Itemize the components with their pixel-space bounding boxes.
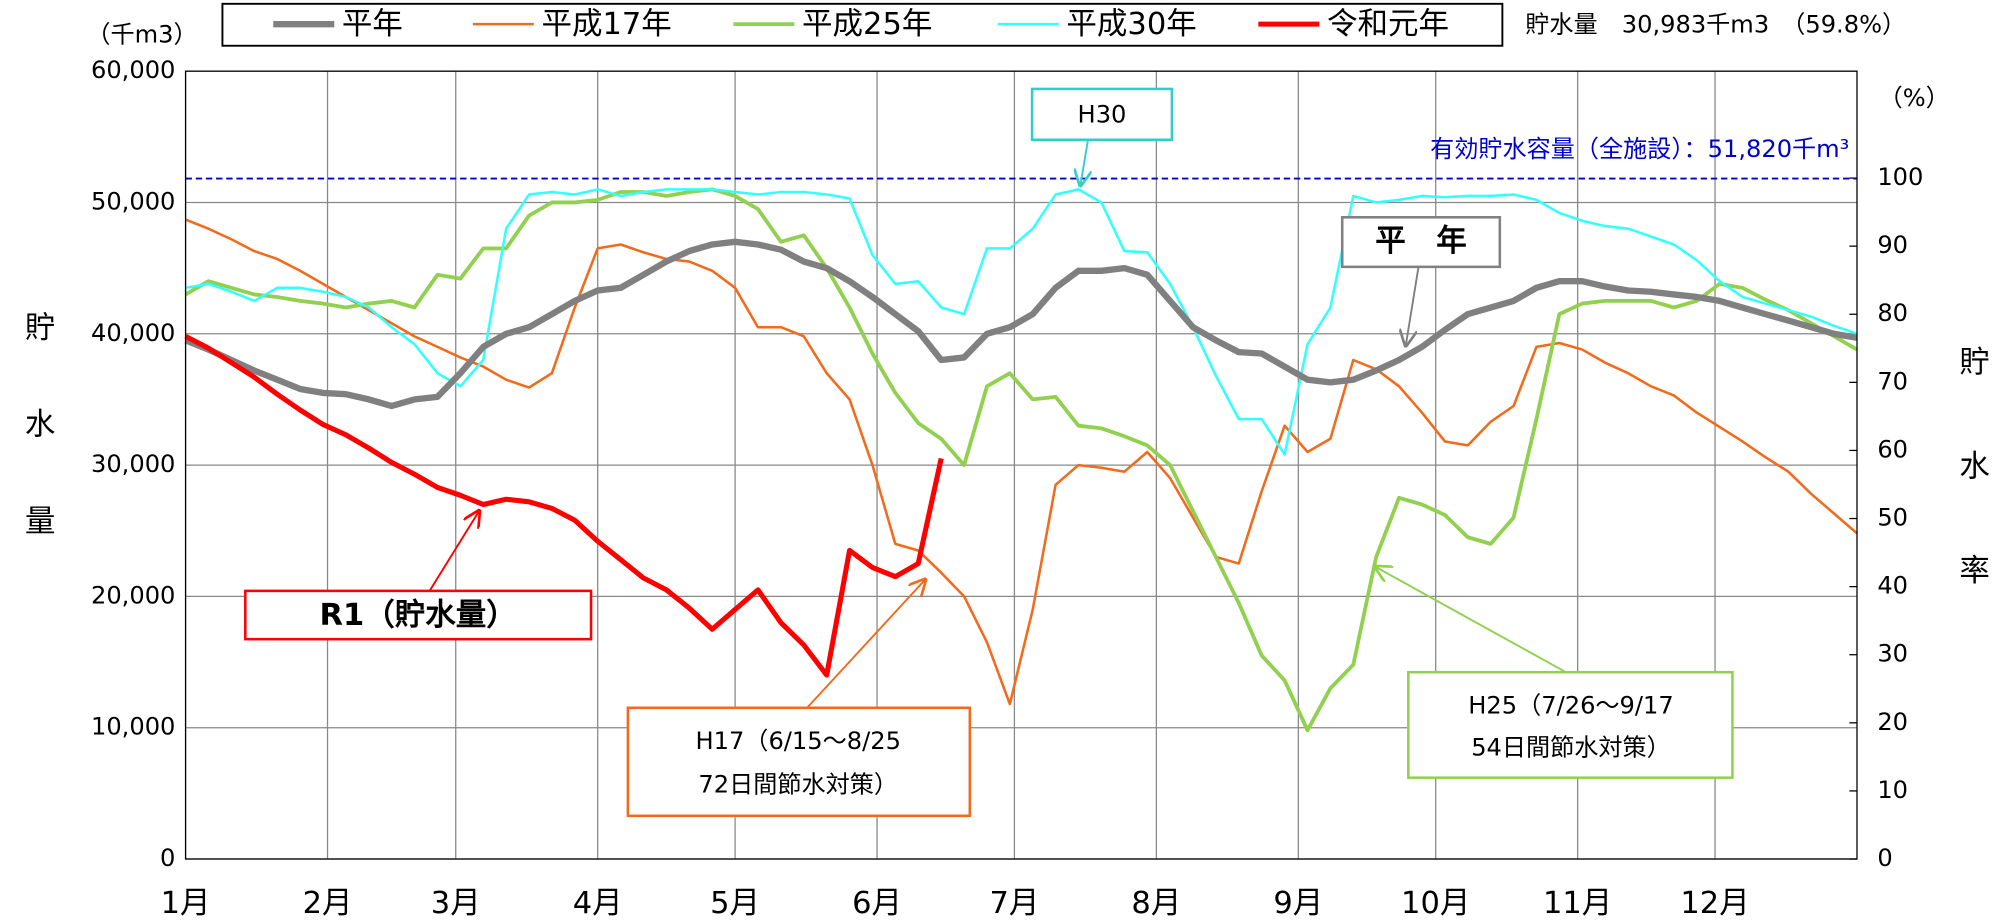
y-tick-label: 50,000 (91, 187, 175, 215)
x-tick-label: 2月 (303, 886, 353, 920)
y2-tick-label: 10 (1877, 776, 1908, 804)
annotation: 54日間節水対策） (1471, 733, 1671, 761)
series-line (184, 238, 1858, 410)
annotation-arrow (1406, 266, 1420, 346)
x-tick-label: 5月 (710, 886, 760, 920)
annotation-box (1407, 670, 1734, 779)
annotation-box (244, 589, 593, 641)
annotation-box (626, 706, 972, 818)
y2-tick-label: 0 (1877, 844, 1892, 872)
x-tick-label: 11月 (1543, 886, 1612, 920)
annotation-box (1340, 216, 1502, 269)
x-tick-label: 9月 (1273, 886, 1323, 920)
y2-axis-title: 貯水率 (1954, 345, 1989, 658)
y2-tick-label: 80 (1877, 299, 1908, 327)
x-tick-label: 8月 (1131, 886, 1181, 920)
annotation-arrow (1080, 139, 1088, 186)
legend-label: 平成30年 (1066, 7, 1196, 42)
y-tick-label: 20,000 (91, 581, 175, 609)
y2-tick-label: 60 (1877, 435, 1908, 463)
annotation: R1（貯水量） (320, 598, 517, 633)
y2-axis-unit: （%） (1879, 84, 1950, 112)
y-tick-label: 0 (160, 844, 175, 872)
series-line (184, 334, 944, 678)
annotation: H17（6/15〜8/25 (695, 727, 900, 755)
x-tick-label: 7月 (989, 886, 1039, 920)
y2-tick-label: 20 (1877, 708, 1908, 736)
annotation: 72日間節水対策） (698, 770, 898, 798)
x-tick-label: 12月 (1680, 886, 1749, 920)
series-line (185, 188, 1858, 456)
y-tick-label: 40,000 (91, 319, 175, 347)
x-tick-label: 6月 (852, 886, 902, 920)
x-tick-label: 1月 (161, 886, 211, 920)
y-tick-label: 30,000 (91, 450, 175, 478)
x-tick-label: 10月 (1401, 886, 1470, 920)
annotation-box (1030, 87, 1174, 142)
legend-label: 令和元年 (1327, 7, 1449, 42)
annotation: H30 (1078, 101, 1127, 129)
y2-tick-label: 100 (1877, 163, 1923, 191)
y-axis-unit: （千m3） (86, 21, 197, 49)
y2-tick-label: 50 (1877, 504, 1908, 532)
capacity-label: 有効貯水容量（全施設）：51,820千m³ (1430, 135, 1849, 163)
y2-tick-label: 70 (1877, 367, 1908, 395)
y-axis-title: 貯水量 (19, 311, 54, 601)
annotation-arrow (1375, 567, 1567, 674)
legend-label: 平年 (342, 7, 403, 42)
y2-tick-label: 30 (1877, 640, 1908, 668)
series-line (184, 187, 1858, 733)
series-layer (184, 187, 1858, 733)
x-tick-label: 4月 (573, 886, 623, 920)
y2-tick-label: 40 (1877, 572, 1908, 600)
plot-frame (184, 70, 1858, 860)
status-text: 貯水量 30,983千m3 （59.8%） (1525, 10, 1906, 38)
legend: 平年 平成17年 平成25年 平成30年 令和元年 (273, 7, 1449, 42)
series-line (185, 218, 1858, 706)
annotation-arrow (428, 511, 480, 592)
x-tick-label: 3月 (431, 886, 481, 920)
y-tick-label: 10,000 (91, 713, 175, 741)
annotation: H25（7/26〜9/17 (1468, 692, 1673, 720)
legend-label: 平成17年 (541, 7, 671, 42)
y-tick-label: 60,000 (91, 56, 175, 84)
y2-tick-label: 90 (1877, 231, 1908, 259)
annotation-arrow (806, 579, 925, 709)
annotation: 平 年 (1375, 224, 1467, 259)
legend-label: 平成25年 (802, 7, 932, 42)
